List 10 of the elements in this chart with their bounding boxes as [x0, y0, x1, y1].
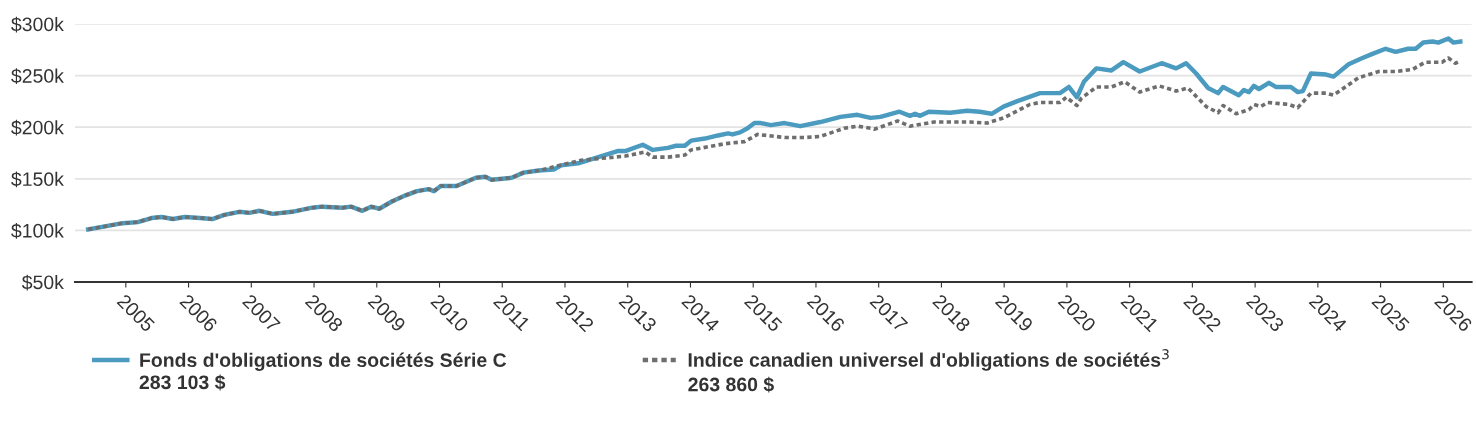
- y-tick-label: $150k: [11, 171, 64, 188]
- legend-label: Fonds d'obligations de sociétés Série C: [140, 352, 507, 371]
- y-tick-label: $50k: [21, 274, 64, 291]
- y-tick-label: $300k: [11, 16, 64, 33]
- text: 283 103 $: [139, 374, 226, 391]
- y-tick-label: $200k: [11, 119, 64, 136]
- y-tick-label: $250k: [11, 68, 64, 84]
- y-tick-label: $100k: [11, 223, 64, 239]
- text: 263 860 $: [688, 376, 774, 393]
- legend-label: Indice canadien universel d'obligations de sociétés$^{3}$: [688, 349, 1169, 371]
